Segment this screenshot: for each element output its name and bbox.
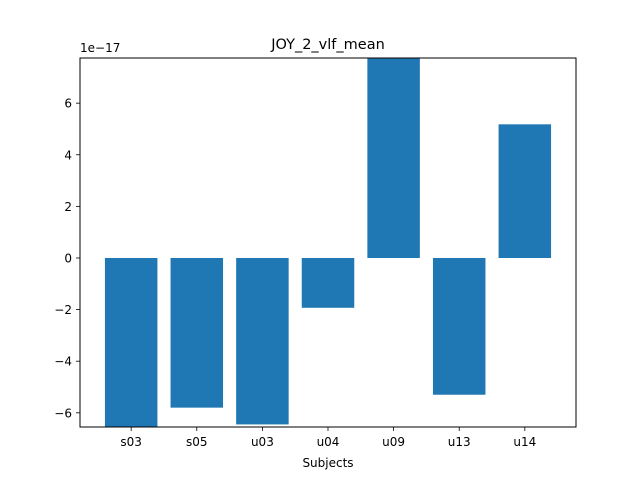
y-tick-label: −6 xyxy=(54,406,72,420)
y-tick-label: −4 xyxy=(54,355,72,369)
x-axis-label: Subjects xyxy=(302,456,353,470)
chart-title: JOY_2_vlf_mean xyxy=(270,37,385,53)
bar-u04 xyxy=(301,257,355,308)
bars-layer xyxy=(104,58,552,427)
y-tick-label: 2 xyxy=(64,200,72,214)
x-tick-label: u14 xyxy=(513,435,536,449)
x-tick-label: s05 xyxy=(186,435,208,449)
y-tick-label: 0 xyxy=(64,251,72,265)
bar-s05 xyxy=(170,257,224,408)
y-tick-label: −2 xyxy=(54,303,72,317)
plot-area-frame xyxy=(79,57,577,428)
y-axis-scale-offset: 1e−17 xyxy=(80,41,120,55)
bar-s03 xyxy=(104,257,158,427)
x-tick-label: u04 xyxy=(317,435,340,449)
bar-u14 xyxy=(498,124,552,258)
y-tick-label: 4 xyxy=(64,148,72,162)
bar-u13 xyxy=(432,257,486,395)
ticks-layer: s03 s05 u03 u04 u09 u13 u14 −6 −4 −2 0 2 4 6 xyxy=(54,97,536,449)
x-tick-label: u13 xyxy=(448,435,471,449)
x-tick-label: u03 xyxy=(251,435,274,449)
x-tick-label: s03 xyxy=(120,435,142,449)
y-tick-label: 6 xyxy=(64,97,72,111)
bar-u03 xyxy=(236,257,289,425)
bar-u09 xyxy=(367,58,420,258)
x-tick-label: u09 xyxy=(382,435,405,449)
